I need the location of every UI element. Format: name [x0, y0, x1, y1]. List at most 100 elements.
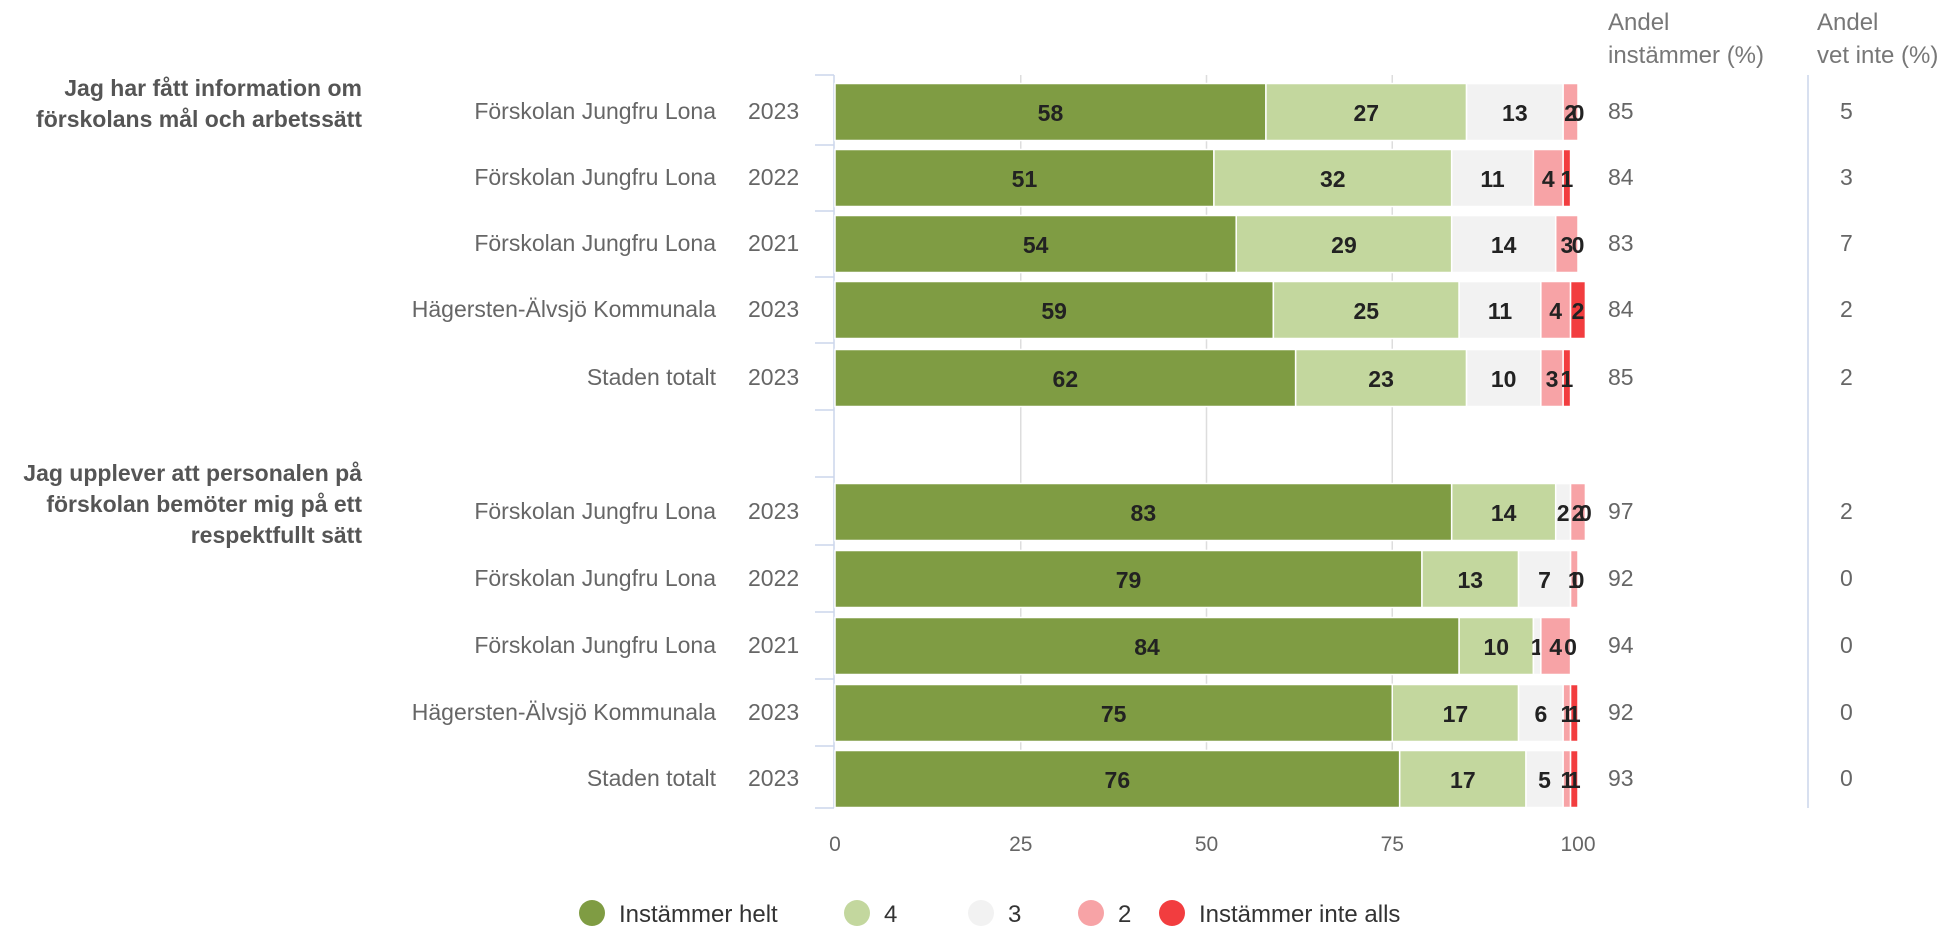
legend-item-label: 4 [884, 901, 897, 926]
bar-segment [834, 348, 1297, 408]
andel-vet-inte-value: 0 [1840, 765, 1853, 791]
row-unit-label: Förskolan Jungfru Lona [474, 98, 716, 124]
row-unit-label: Förskolan Jungfru Lona [474, 565, 716, 591]
bar-data-label: 4 [1542, 166, 1555, 192]
bar-data-label: 0 [1564, 634, 1577, 660]
bar-data-label: 58 [1038, 100, 1064, 126]
bar-data-label: 2 [1572, 298, 1585, 324]
bar-data-label: 75 [1101, 701, 1127, 727]
question-label: förskolan bemöter mig på ett [46, 491, 362, 517]
row-unit-label: Staden totalt [587, 364, 717, 390]
row-unit-label: Hägersten-Älvsjö Kommunala [412, 296, 716, 322]
bar-segment [834, 616, 1460, 676]
bar-data-label: 1 [1568, 701, 1581, 727]
column-header-label: vet inte (%) [1817, 42, 1938, 69]
bar-data-label: 79 [1116, 567, 1142, 593]
bar-segment [1532, 148, 1564, 208]
bar-data-label: 51 [1012, 166, 1038, 192]
bar-data-label: 14 [1491, 500, 1517, 526]
column-header-label: instämmer (%) [1608, 42, 1764, 69]
legend-marker [579, 900, 605, 926]
bar-data-label: 0 [1572, 232, 1585, 258]
bar-segment [1525, 749, 1564, 809]
bar-segment [834, 280, 1275, 340]
bar-segment [1569, 482, 1587, 542]
row-unit-label: Staden totalt [587, 765, 717, 791]
bar-segment [1265, 82, 1468, 142]
bar-segment [834, 148, 1215, 208]
bar-data-label: 10 [1483, 634, 1509, 660]
bar-data-label: 2 [1557, 500, 1570, 526]
legend-item-label: Instämmer inte alls [1199, 901, 1400, 926]
row-unit-label: Hägersten-Älvsjö Kommunala [412, 699, 716, 725]
andel-instammer-value: 85 [1608, 98, 1634, 124]
row-year-label: 2023 [748, 296, 799, 322]
bar-data-label: 11 [1480, 166, 1505, 192]
bar-data-label: 23 [1368, 366, 1394, 392]
andel-vet-inte-value: 0 [1840, 632, 1853, 658]
bar-data-label: 17 [1443, 701, 1469, 727]
column-header-label: Andel [1608, 9, 1669, 36]
bar-data-label: 3 [1546, 366, 1559, 392]
bar-data-label: 3 [1560, 232, 1573, 258]
bar-data-label: 1 [1568, 567, 1581, 593]
bar-data-label: 7 [1538, 567, 1551, 593]
row-unit-label: Förskolan Jungfru Lona [474, 498, 716, 524]
bar-segment [1421, 549, 1520, 609]
bar-data-label: 10 [1491, 366, 1517, 392]
bar-segment [1569, 280, 1587, 340]
bar-segment [1517, 683, 1564, 743]
x-tick-label: 25 [1009, 833, 1032, 856]
row-year-label: 2023 [748, 498, 799, 524]
andel-instammer-value: 93 [1608, 765, 1634, 791]
bar-data-label: 1 [1560, 366, 1573, 392]
bar-data-label: 5 [1538, 767, 1551, 793]
row-year-label: 2021 [748, 230, 799, 256]
question-label: förskolans mål och arbetssätt [36, 106, 362, 132]
bar-segment [1540, 280, 1572, 340]
andel-instammer-value: 92 [1608, 699, 1634, 725]
row-unit-label: Förskolan Jungfru Lona [474, 230, 716, 256]
andel-instammer-value: 85 [1608, 364, 1634, 390]
andel-instammer-value: 92 [1608, 565, 1634, 591]
row-unit-label: Förskolan Jungfru Lona [474, 164, 716, 190]
andel-instammer-value: 84 [1608, 164, 1634, 190]
x-tick-label: 75 [1381, 833, 1404, 856]
bar-data-label: 2 [1564, 100, 1577, 126]
andel-vet-inte-value: 2 [1840, 498, 1853, 524]
bar-segment [1391, 683, 1520, 743]
row-year-label: 2022 [748, 565, 799, 591]
bar-segment [1272, 280, 1460, 340]
bar-data-label: 83 [1131, 500, 1157, 526]
andel-instammer-value: 97 [1608, 498, 1634, 524]
bar-segment [1569, 749, 1579, 809]
row-year-label: 2023 [748, 98, 799, 124]
bar-segment [1540, 616, 1572, 676]
question-label: Jag upplever att personalen på [23, 460, 362, 486]
bar-data-label: 4 [1549, 298, 1562, 324]
andel-vet-inte-value: 0 [1840, 699, 1853, 725]
bar-segment [1562, 148, 1572, 208]
bar-data-label: 25 [1353, 298, 1379, 324]
bar-data-label: 29 [1331, 232, 1357, 258]
bar-data-label: 11 [1488, 298, 1513, 324]
bar-data-label: 54 [1023, 232, 1049, 258]
andel-vet-inte-value: 3 [1840, 164, 1853, 190]
bar-segment [1554, 214, 1579, 274]
bar-segment [1450, 482, 1557, 542]
bar-segment [1465, 82, 1564, 142]
andel-instammer-value: 83 [1608, 230, 1634, 256]
bar-segment [1562, 82, 1579, 142]
bar-data-label: 62 [1053, 366, 1079, 392]
legend-item-label: 3 [1008, 901, 1021, 926]
bar-data-label: 17 [1450, 767, 1476, 793]
bar-data-label: 59 [1041, 298, 1067, 324]
bar-data-label: 1 [1560, 166, 1573, 192]
legend-marker [968, 900, 994, 926]
bar-segment [1569, 549, 1579, 609]
bar-data-label: 0 [1572, 100, 1585, 126]
bar-segment [834, 82, 1267, 142]
bar-data-label: 4 [1549, 634, 1562, 660]
bar-segment [1450, 214, 1557, 274]
bar-segment [1562, 348, 1572, 408]
